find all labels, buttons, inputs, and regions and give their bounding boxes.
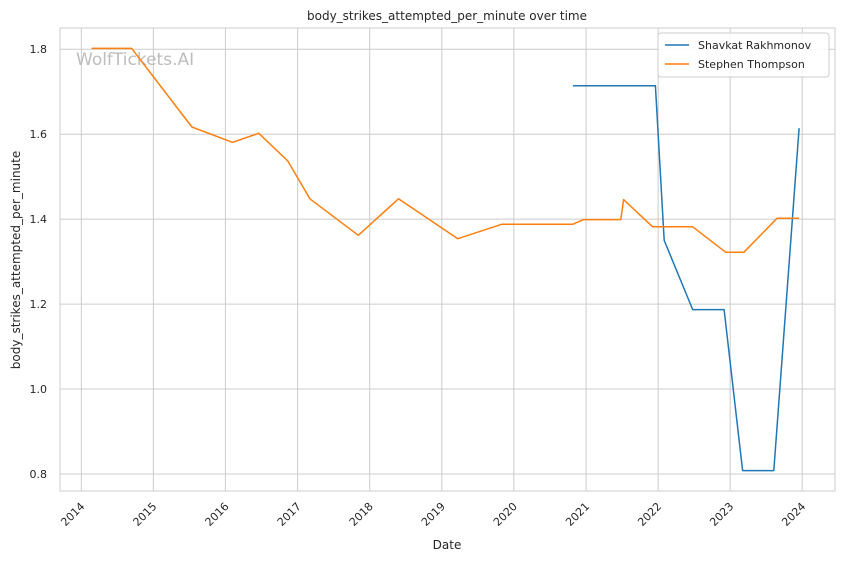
- x-tick-label: 2018: [347, 500, 376, 529]
- x-tick-label: 2022: [635, 500, 664, 529]
- x-tick-label: 2014: [58, 500, 87, 529]
- x-tick-label: 2024: [779, 500, 808, 529]
- legend-label-stephen: Stephen Thompson: [698, 58, 805, 71]
- y-tick-label: 1.8: [30, 43, 48, 56]
- y-axis-label: body_strikes_attempted_per_minute: [9, 151, 23, 369]
- watermark: WolfTickets.AI: [76, 50, 194, 70]
- grid: [60, 28, 835, 491]
- x-tick-label: 2021: [563, 500, 592, 529]
- x-axis-label: Date: [433, 538, 462, 552]
- x-tick-label: 2017: [275, 500, 304, 529]
- y-tick-label: 1.6: [30, 128, 48, 141]
- x-axis-ticks: 2014 2015 2016 2017 2018 2019 2020 2021 2022 2023…: [58, 500, 808, 529]
- series-line-shavkat-rakhmonov: [572, 85, 800, 472]
- y-tick-label: 1.0: [30, 383, 48, 396]
- legend-label-shavkat: Shavkat Rakhmonov: [698, 39, 812, 52]
- x-tick-label: 2019: [419, 500, 448, 529]
- series-line-stephen-thompson: [91, 47, 800, 254]
- legend-box: [657, 32, 830, 78]
- y-axis-ticks: 0.8 1.0 1.2 1.4 1.6 1.8: [30, 43, 48, 481]
- plot-area-frame: [59, 27, 836, 492]
- x-tick-label: 2016: [203, 500, 232, 529]
- y-tick-label: 1.4: [30, 213, 48, 226]
- y-tick-label: 0.8: [30, 468, 48, 481]
- legend: Shavkat Rakhmonov Stephen Thompson: [657, 32, 830, 78]
- y-tick-label: 1.2: [30, 298, 48, 311]
- x-tick-label: 2015: [131, 500, 160, 529]
- series-group: [91, 47, 800, 472]
- x-tick-label: 2020: [491, 500, 520, 529]
- x-tick-label: 2023: [707, 500, 736, 529]
- chart-title: body_strikes_attempted_per_minute over t…: [307, 9, 587, 23]
